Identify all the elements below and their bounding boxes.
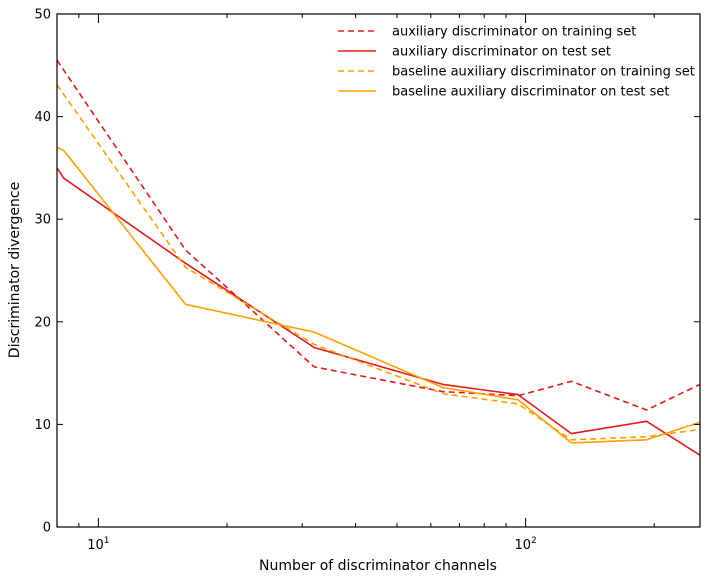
legend: auxiliary discriminator on training set a… [338, 25, 695, 100]
series-line-1 [56, 167, 701, 456]
x-tick-label: 101 [87, 536, 109, 553]
x-tick-exponent: 1 [104, 536, 110, 546]
legend-label-1: auxiliary discriminator on test set [392, 45, 611, 60]
y-tick-label: 30 [34, 213, 51, 228]
series-layer [56, 59, 701, 456]
y-tick-label: 10 [34, 418, 51, 433]
series-line-3 [56, 146, 701, 444]
y-tick-label: 50 [34, 8, 51, 23]
y-tick-label: 0 [43, 521, 51, 536]
y-tick-label: 20 [34, 315, 51, 330]
x-axis-label: Number of discriminator channels [259, 558, 497, 574]
series-line-2 [56, 84, 701, 441]
legend-label-2: baseline auxiliary discriminator on trai… [392, 65, 695, 80]
legend-label-0: auxiliary discriminator on training set [392, 25, 636, 40]
x-tick-exponent: 2 [531, 536, 537, 546]
x-tick-base: 10 [87, 538, 104, 553]
plot-frame [56, 13, 701, 528]
y-tick-label: 40 [34, 110, 51, 125]
legend-label-3: baseline auxiliary discriminator on test… [392, 85, 670, 100]
x-tick-base: 10 [514, 538, 531, 553]
x-tick-label: 102 [514, 536, 536, 553]
series-line-0 [56, 59, 701, 411]
y-axis-label: Discriminator divergence [7, 182, 23, 358]
